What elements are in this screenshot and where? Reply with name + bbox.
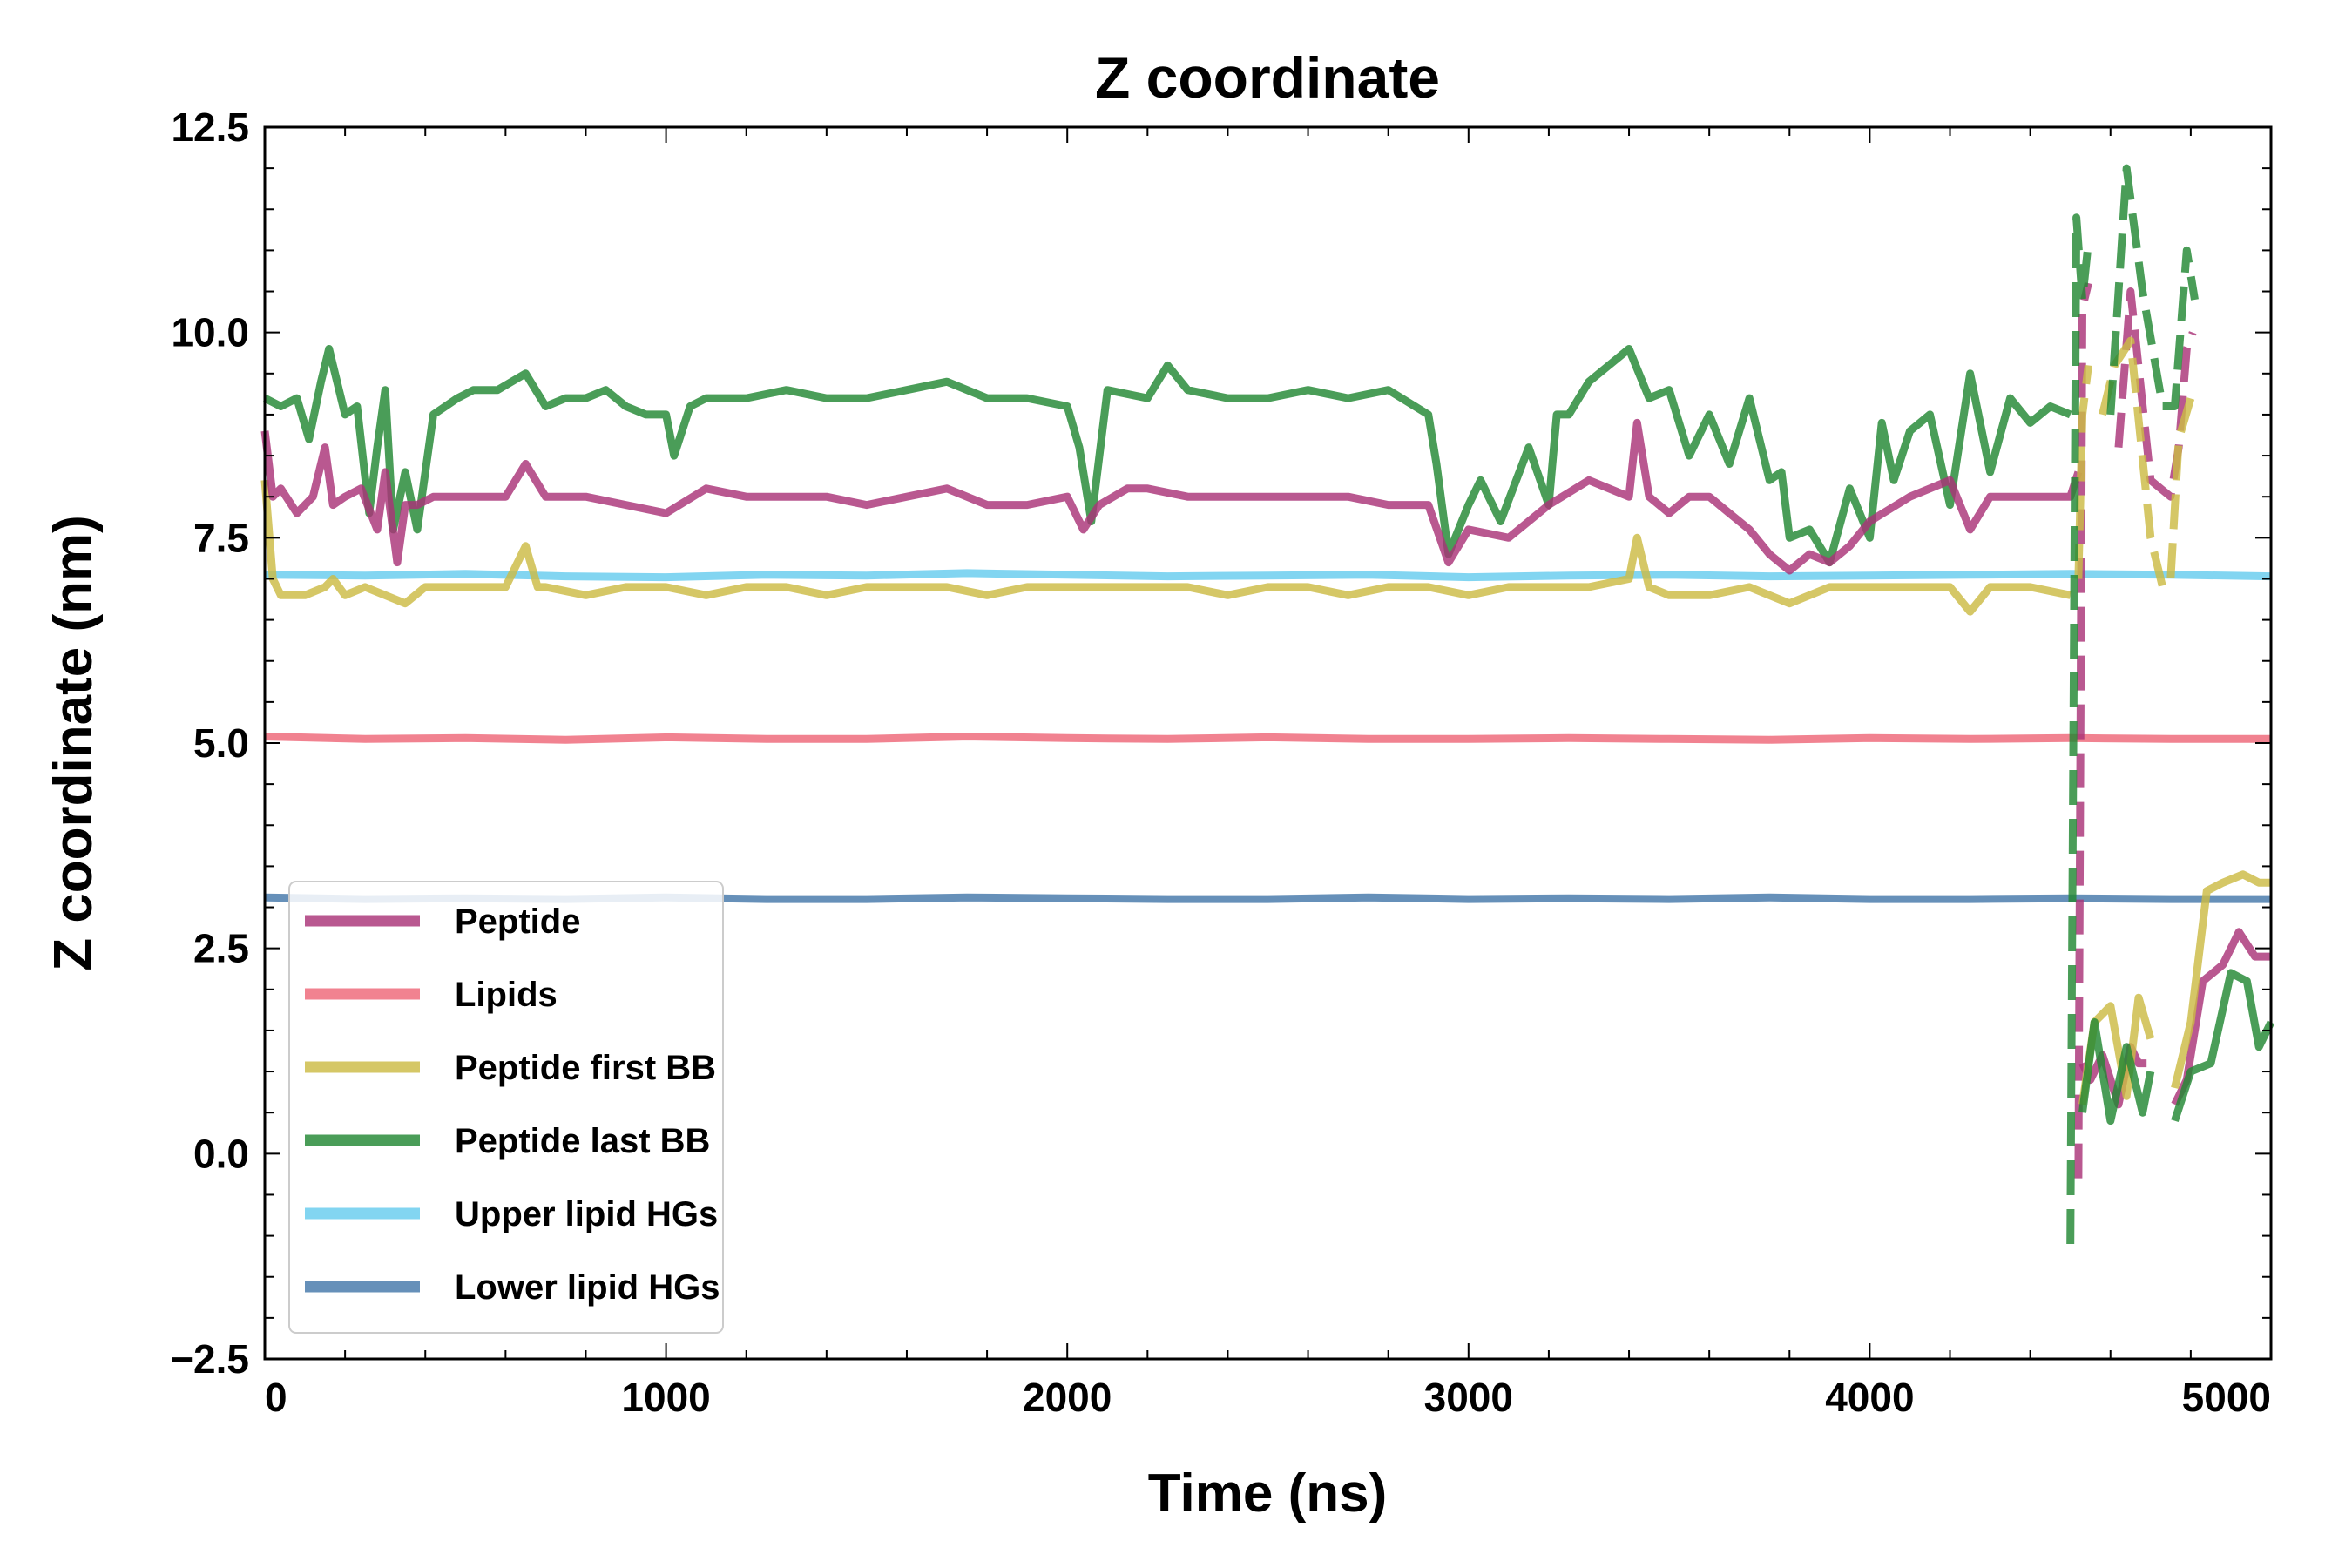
chart-title: Z coordinate (1095, 45, 1440, 110)
series-fragment-11 (2171, 969, 2275, 1122)
x-tick-label: 1000 (621, 1375, 710, 1420)
series-line-lipids (264, 733, 2271, 744)
x-tick-label: 4000 (1825, 1375, 1914, 1420)
x-tick-label: 2000 (1023, 1375, 1112, 1420)
series-fragment-4 (2074, 364, 2092, 579)
series-line-peptide (260, 418, 2083, 575)
series-fragment-1 (2114, 287, 2197, 501)
legend-label-lower-lipid-hgs: Lower lipid HGs (455, 1268, 720, 1307)
tick-layer: 0 1000 2000 3000 4000 5000 −2.5 0.0 2.5 5.0 7.5 10.… (170, 105, 2272, 1420)
y-tick-label: 7.5 (193, 515, 249, 560)
legend-box (288, 881, 724, 1334)
y-tick-label: 10.0 (171, 310, 249, 355)
series-layer (260, 164, 2275, 1245)
x-tick-label: 0 (265, 1375, 287, 1420)
series-fragment-10 (2078, 1018, 2155, 1125)
legend-label-peptide: Peptide (455, 902, 580, 941)
x-tick-label: 3000 (1424, 1375, 1513, 1420)
series-line-peptide-first-bb (260, 479, 2072, 616)
y-tick-label: 12.5 (171, 105, 249, 150)
series-line-upper-lipid-hgs (264, 569, 2272, 582)
y-tick-label: 0.0 (193, 1131, 249, 1176)
series-fragment-8 (2066, 213, 2092, 1245)
series-fragment-7 (2171, 870, 2271, 1089)
series-fragment-0 (2074, 282, 2092, 1179)
legend-label-peptide-first-bb: Peptide first BB (455, 1049, 716, 1087)
series-fragment-5 (2099, 336, 2195, 591)
y-tick-label: 5.0 (193, 720, 249, 766)
series-fragment-9 (2106, 164, 2199, 416)
y-tick-label: 2.5 (193, 926, 249, 971)
legend-label-lipids: Lipids (455, 976, 558, 1014)
x-axis-label: Time (ns) (1148, 1463, 1387, 1524)
series-line-peptide-last-bb (262, 345, 2072, 567)
legend-label-upper-lipid-hgs: Upper lipid HGs (455, 1195, 718, 1233)
legend-label-peptide-last-bb: Peptide last BB (455, 1122, 710, 1160)
x-tick-label: 5000 (2182, 1375, 2271, 1420)
legend: Peptide Lipids Peptide first BB Peptide las… (288, 881, 724, 1334)
y-axis-label: Z coordinate (nm) (44, 515, 104, 971)
y-tick-label: −2.5 (170, 1336, 249, 1382)
